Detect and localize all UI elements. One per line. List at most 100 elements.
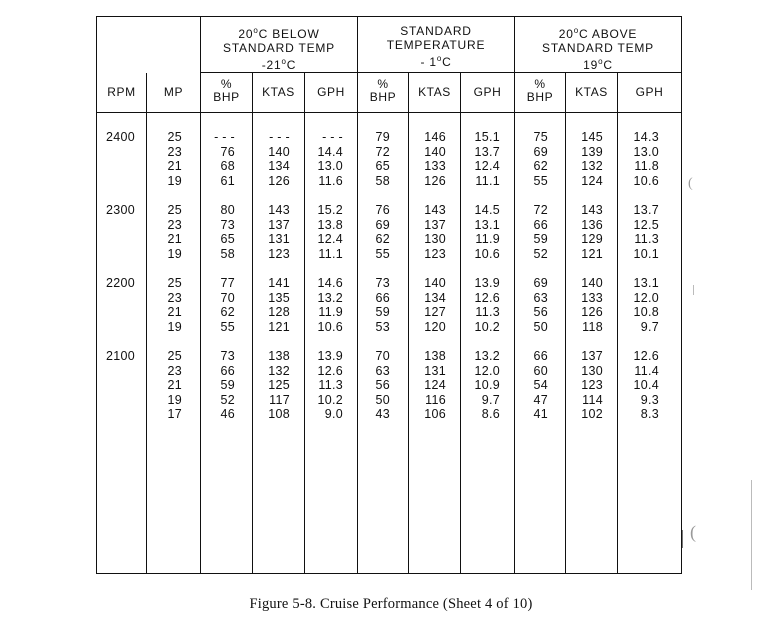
row-spacer — [147, 188, 182, 203]
below-ktas-cell: 143 — [268, 202, 290, 217]
below-gph-cell: - - - — [322, 130, 343, 144]
std-ktas-cell: 146 — [424, 130, 446, 144]
below-bhp-cell: 68 — [220, 159, 235, 174]
below-ktas-cell: 131 — [268, 232, 290, 247]
above-bhp-cell: 72 — [533, 202, 548, 217]
divider-group-header — [200, 72, 681, 73]
mp-cell: 25 — [167, 275, 182, 290]
column-header-std-bhp: % BHP — [358, 78, 408, 104]
mp-cell: 19 — [167, 319, 182, 334]
std-ktas-cell: 140 — [424, 275, 446, 290]
below-bhp-cell: 61 — [220, 173, 235, 188]
above-ktas-cell: 132 — [581, 159, 603, 174]
std-gph-column: 15.1 13.7 12.4 11.1 14.5 13.1 11.9 10.6 13.9 12.6… — [461, 130, 500, 422]
row-spacer — [201, 261, 235, 276]
header-below-temp: -21oC — [261, 57, 297, 72]
above-ktas-cell: 139 — [581, 144, 603, 159]
std-ktas-cell: 138 — [424, 348, 446, 363]
above-gph-cell: 10.8 — [633, 305, 659, 320]
row-spacer — [201, 334, 235, 349]
divider-rpm-header — [200, 17, 201, 573]
above-ktas-column: 145 139 132 124 143 136 129 121 140 133 126 118 137 1… — [566, 130, 603, 422]
rpm-spacer — [106, 247, 135, 262]
row-spacer — [305, 334, 343, 349]
above-ktas-cell: 123 — [581, 378, 603, 393]
std-ktas-cell: 140 — [424, 144, 446, 159]
header-below-standard: 20oC BELOW STANDARD TEMP -21oC — [201, 24, 357, 72]
above-bhp-cell: 63 — [533, 290, 548, 305]
above-ktas-cell: 137 — [581, 348, 603, 363]
mp-cell: 25 — [167, 202, 182, 217]
above-gph-cell: 13.7 — [633, 202, 659, 217]
below-gph-cell: 9.0 — [324, 407, 343, 422]
std-gph-cell: 13.1 — [474, 217, 500, 232]
below-gph-cell: 11.3 — [318, 378, 343, 393]
rpm-spacer — [106, 378, 135, 393]
mp-cell: 21 — [167, 232, 182, 247]
below-ktas-cell: 117 — [269, 392, 290, 407]
row-spacer — [515, 334, 548, 349]
bhp-label: BHP — [369, 90, 397, 104]
std-bhp-cell: 53 — [375, 319, 390, 334]
row-spacer — [253, 261, 290, 276]
rpm-spacer — [106, 218, 135, 233]
above-bhp-column: 75 69 62 55 72 66 59 52 69 63 56 50 66 60 54 47 41 — [515, 130, 548, 422]
scan-mark: ( — [690, 522, 696, 542]
std-gph-cell: 14.5 — [474, 202, 500, 217]
above-ktas-cell: 124 — [581, 173, 603, 188]
above-ktas-cell: 102 — [581, 407, 603, 422]
rpm-cell: 2300 — [106, 202, 136, 217]
below-gph-cell: 13.2 — [317, 290, 343, 305]
below-bhp-cell: 77 — [220, 275, 235, 290]
column-header-std-ktas: KTAS — [418, 85, 451, 99]
std-ktas-cell: 124 — [424, 378, 446, 393]
std-bhp-cell: 76 — [375, 202, 390, 217]
std-gph-cell: 13.7 — [474, 144, 500, 159]
row-spacer — [358, 334, 390, 349]
scan-mark: ( — [688, 176, 693, 191]
divider-above-bhp-ktas — [565, 73, 566, 573]
mp-cell: 23 — [167, 363, 182, 378]
std-bhp-cell: 63 — [375, 363, 390, 378]
above-bhp-cell: 55 — [533, 173, 548, 188]
above-bhp-cell: 56 — [533, 305, 548, 320]
mp-cell: 21 — [167, 159, 182, 174]
scan-line — [693, 285, 694, 295]
mp-cell: 23 — [167, 217, 182, 232]
row-spacer — [201, 188, 235, 203]
below-bhp-column: - - -76 68 61 80 73 65 58 77 70 62 55 73 66 59 52 46 — [201, 130, 235, 422]
row-spacer — [566, 188, 603, 203]
below-gph-cell: 10.6 — [317, 319, 343, 334]
rpm-spacer — [106, 232, 135, 247]
std-bhp-cell: 56 — [375, 378, 390, 393]
above-ktas-cell: 130 — [581, 363, 603, 378]
std-ktas-column: 146 140 133 126 143 137 130 123 140 134 127 120 138 1… — [409, 130, 446, 422]
above-ktas-cell: 114 — [582, 392, 603, 407]
rpm-spacer — [106, 159, 135, 174]
above-gph-cell: 10.4 — [633, 378, 659, 393]
below-ktas-cell: 135 — [268, 290, 290, 305]
below-ktas-cell: 126 — [268, 173, 290, 188]
mp-cell: 21 — [167, 378, 182, 393]
below-ktas-cell: 132 — [268, 363, 290, 378]
std-bhp-column: 79 72 65 58 76 69 62 55 73 66 59 53 70 63 56 50 43 — [358, 130, 390, 422]
below-ktas-cell: 128 — [268, 305, 290, 320]
below-ktas-cell: 140 — [268, 144, 290, 159]
mp-cell: 17 — [167, 407, 182, 422]
pct-label: % — [220, 77, 233, 91]
row-spacer — [461, 261, 500, 276]
above-bhp-cell: 75 — [533, 130, 548, 144]
row-spacer — [253, 334, 290, 349]
above-ktas-cell: 136 — [581, 217, 603, 232]
std-gph-cell: 8.6 — [481, 407, 500, 422]
std-gph-cell: 13.9 — [474, 275, 500, 290]
rpm-spacer — [106, 393, 135, 408]
header-below-sub: STANDARD TEMP — [223, 41, 335, 55]
below-ktas-column: - - -140 134 126 143 137 131 123 141 135 128 121 13… — [253, 130, 290, 422]
std-ktas-cell: 130 — [424, 232, 446, 247]
below-bhp-cell: - - - — [214, 130, 235, 144]
below-gph-cell: 11.6 — [318, 173, 343, 188]
below-ktas-cell: 123 — [268, 246, 290, 261]
column-header-above-bhp: % BHP — [515, 78, 565, 104]
below-gph-cell: 15.2 — [317, 202, 343, 217]
